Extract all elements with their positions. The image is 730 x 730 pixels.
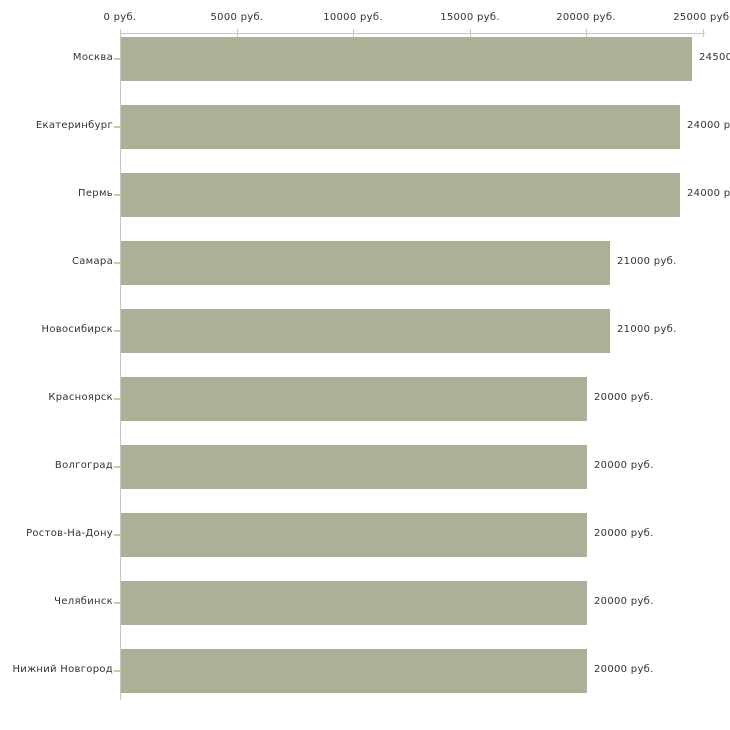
category-tick bbox=[114, 126, 121, 128]
category-tick bbox=[114, 534, 121, 536]
category-tick bbox=[114, 670, 121, 672]
value-bar bbox=[121, 241, 611, 285]
category-label: Самара bbox=[71, 256, 113, 267]
value-label: 20000 руб. bbox=[594, 528, 654, 539]
category-tick bbox=[114, 58, 121, 60]
category-label: Нижний Новгород bbox=[12, 664, 113, 675]
x-axis-tick-label: 25000 руб. bbox=[673, 12, 730, 23]
value-bar bbox=[121, 37, 692, 81]
x-axis-tick-label: 15000 руб. bbox=[440, 12, 500, 23]
category-tick bbox=[114, 330, 121, 332]
value-label: 20000 руб. bbox=[594, 460, 654, 471]
x-axis-tick-label: 5000 руб. bbox=[210, 12, 264, 23]
value-label: 24500 руб. bbox=[699, 52, 730, 63]
category-label: Пермь bbox=[78, 188, 113, 199]
x-axis-tick-label: 20000 руб. bbox=[556, 12, 616, 23]
category-label: Волгоград bbox=[54, 460, 113, 471]
x-axis-tick bbox=[586, 29, 587, 37]
x-axis-tick-label: 10000 руб. bbox=[323, 12, 383, 23]
category-label: Ростов-На-Дону bbox=[26, 528, 113, 539]
value-bar bbox=[121, 581, 587, 625]
category-label: Новосибирск bbox=[41, 324, 113, 335]
category-tick bbox=[114, 194, 121, 196]
value-label: 21000 руб. bbox=[617, 324, 677, 335]
x-axis-line bbox=[120, 33, 705, 34]
y-axis-line bbox=[120, 33, 121, 700]
value-bar bbox=[121, 445, 587, 489]
x-axis-tick-label: 0 руб. bbox=[103, 12, 137, 23]
value-label: 24000 руб. bbox=[687, 188, 730, 199]
x-axis-tick bbox=[353, 29, 354, 37]
value-label: 24000 руб. bbox=[687, 120, 730, 131]
value-label: 20000 руб. bbox=[594, 664, 654, 675]
category-tick bbox=[114, 398, 121, 400]
value-label: 20000 руб. bbox=[594, 392, 654, 403]
value-label: 20000 руб. bbox=[594, 596, 654, 607]
category-label: Челябинск bbox=[54, 596, 113, 607]
x-axis-tick bbox=[470, 29, 471, 37]
value-bar bbox=[121, 513, 587, 557]
value-bar bbox=[121, 105, 681, 149]
value-bar bbox=[121, 173, 681, 217]
category-label: Москва bbox=[72, 52, 113, 63]
x-axis-tick bbox=[237, 29, 238, 37]
category-label: Красноярск bbox=[48, 392, 113, 403]
value-bar bbox=[121, 649, 587, 693]
x-axis-tick bbox=[703, 29, 704, 37]
value-bar bbox=[121, 377, 587, 421]
category-label: Екатеринбург bbox=[35, 120, 113, 131]
category-tick bbox=[114, 602, 121, 604]
category-tick bbox=[114, 262, 121, 264]
x-axis-tick bbox=[120, 29, 121, 37]
category-tick bbox=[114, 466, 121, 468]
value-label: 21000 руб. bbox=[617, 256, 677, 267]
value-bar bbox=[121, 309, 611, 353]
